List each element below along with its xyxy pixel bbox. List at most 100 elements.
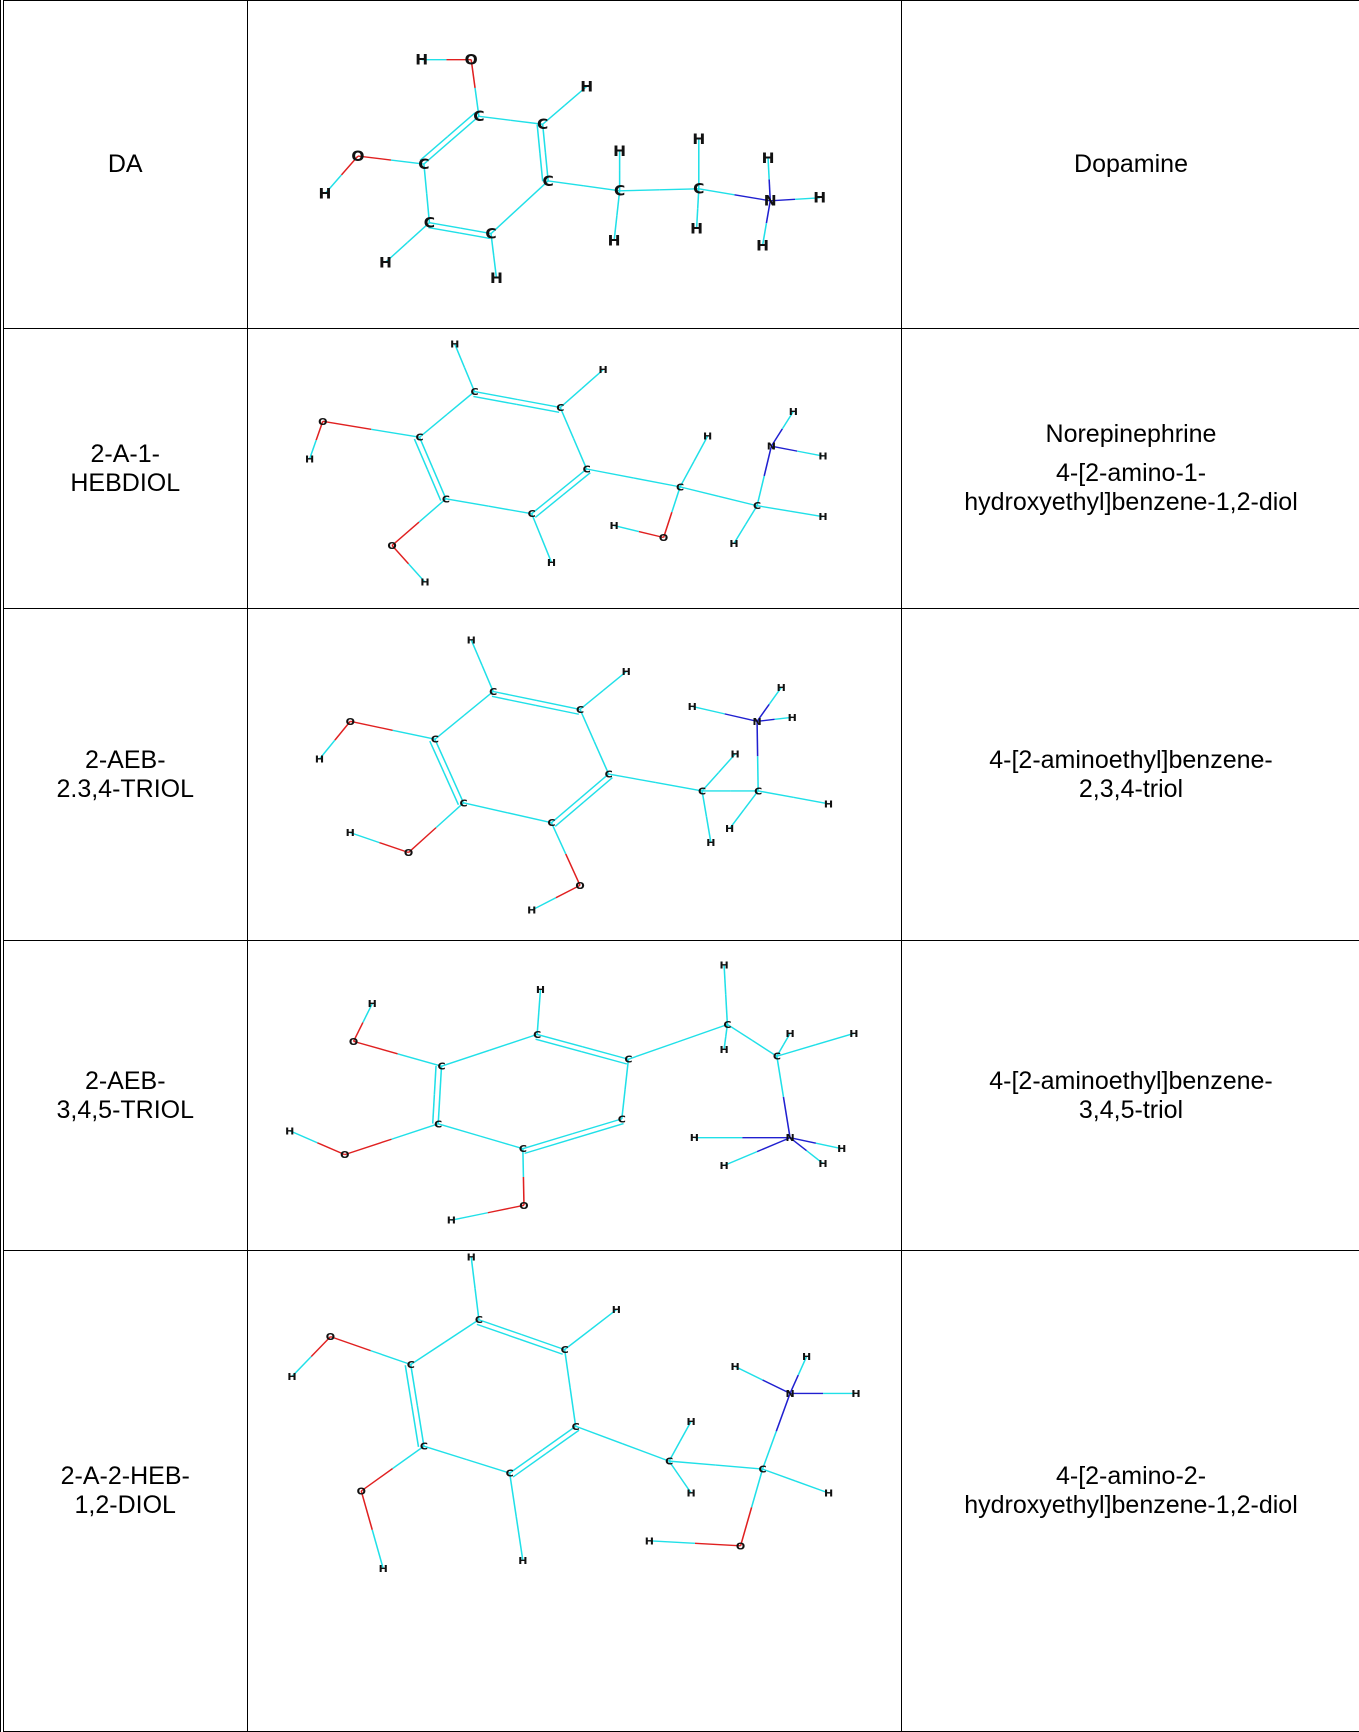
bond xyxy=(536,1033,583,1047)
atom-label: H xyxy=(621,666,630,677)
bond xyxy=(792,796,829,805)
atom-label: H xyxy=(613,143,626,159)
bond xyxy=(361,1002,373,1023)
bond xyxy=(512,1452,547,1478)
bond xyxy=(370,1529,384,1569)
bond xyxy=(668,1459,716,1466)
atom-label: C xyxy=(560,1344,568,1355)
atom-label: O xyxy=(340,1149,349,1160)
bond xyxy=(761,222,767,246)
bond xyxy=(391,521,420,546)
bond xyxy=(564,853,581,886)
bond xyxy=(443,1318,479,1343)
bond xyxy=(755,720,758,756)
atom-label: C xyxy=(470,386,478,397)
bond xyxy=(433,1065,437,1095)
compound-code: 2-A-1-HEBDIOL xyxy=(1,328,248,609)
atom-label: H xyxy=(378,1563,387,1574)
atom-label: C xyxy=(473,108,484,124)
bond xyxy=(418,436,433,468)
atom-label: H xyxy=(287,1371,296,1382)
bond xyxy=(308,439,317,459)
bond xyxy=(489,206,520,234)
atom-label: H xyxy=(345,827,354,838)
atom-label: C xyxy=(753,500,761,511)
atom-label: O xyxy=(575,880,584,891)
atom-label: H xyxy=(285,1125,294,1136)
bond xyxy=(357,154,391,161)
bond xyxy=(774,716,792,720)
atom-label: C xyxy=(505,1468,513,1479)
bond xyxy=(788,1374,799,1394)
bond xyxy=(469,639,483,666)
bond xyxy=(775,1392,791,1431)
bond xyxy=(678,1420,692,1442)
atom-label: O xyxy=(464,52,477,68)
bond xyxy=(579,689,604,710)
atom-label: C xyxy=(537,116,548,132)
atom-label: H xyxy=(692,131,705,147)
bond xyxy=(768,686,782,705)
bond xyxy=(492,690,537,701)
atom-label: H xyxy=(813,190,826,206)
bond xyxy=(508,1472,517,1517)
bond xyxy=(436,1094,441,1124)
bond xyxy=(563,1349,571,1388)
atom-label: C xyxy=(576,704,584,715)
bond xyxy=(776,1043,816,1057)
atom-label: C xyxy=(617,1113,625,1124)
atom-label: H xyxy=(580,79,593,95)
bond xyxy=(789,1136,816,1144)
bond xyxy=(538,152,543,181)
bond xyxy=(396,1052,442,1067)
atom-label: N xyxy=(785,1388,794,1399)
bond xyxy=(438,1065,442,1095)
bond xyxy=(762,445,772,476)
bond xyxy=(428,740,445,773)
compound-name: Dopamine xyxy=(1074,150,1188,178)
bond xyxy=(459,226,491,234)
bond xyxy=(700,771,719,791)
atom-label: H xyxy=(787,712,796,723)
bond xyxy=(722,1036,726,1049)
bond xyxy=(440,1049,490,1067)
bond xyxy=(479,1135,523,1149)
atom-label: C xyxy=(676,481,684,492)
bond xyxy=(541,123,546,153)
bond xyxy=(523,1137,574,1154)
bond xyxy=(473,1287,480,1320)
atom-label: N xyxy=(763,193,776,209)
bond xyxy=(744,504,758,525)
bond xyxy=(607,772,656,783)
structure-cell: H C C H C O H C C C O H H C H O H C N H H H H xyxy=(246,328,902,609)
bond xyxy=(796,449,823,457)
atom-label: H xyxy=(729,538,738,549)
bond xyxy=(333,720,351,741)
bond xyxy=(761,1378,790,1394)
bond xyxy=(518,179,549,208)
bond xyxy=(437,1122,481,1137)
atom-label: N xyxy=(785,1132,794,1143)
molecule-structure: H C C H C O H C C C O H H C H O H C N H H H H xyxy=(304,338,827,588)
compound-names: Norepinephrine 4-[2-amino-1-hydroxyethyl]… xyxy=(900,328,1359,609)
bond xyxy=(469,59,476,88)
atom-label: H xyxy=(367,998,376,1009)
atom-label: C xyxy=(489,686,497,697)
bond xyxy=(413,438,428,470)
atom-label: C xyxy=(441,493,449,504)
atom-label: O xyxy=(345,716,354,727)
bond xyxy=(733,193,770,201)
bond xyxy=(390,1122,438,1140)
atom-label: C xyxy=(459,797,467,808)
bond xyxy=(407,562,426,583)
bond xyxy=(554,800,584,827)
atom-label: C xyxy=(604,768,612,779)
atom-label: C xyxy=(406,1359,414,1370)
bond xyxy=(463,366,475,392)
bond xyxy=(418,413,448,438)
bond xyxy=(288,1129,318,1143)
bond xyxy=(679,485,719,497)
bond xyxy=(756,504,790,512)
bond xyxy=(722,964,726,995)
